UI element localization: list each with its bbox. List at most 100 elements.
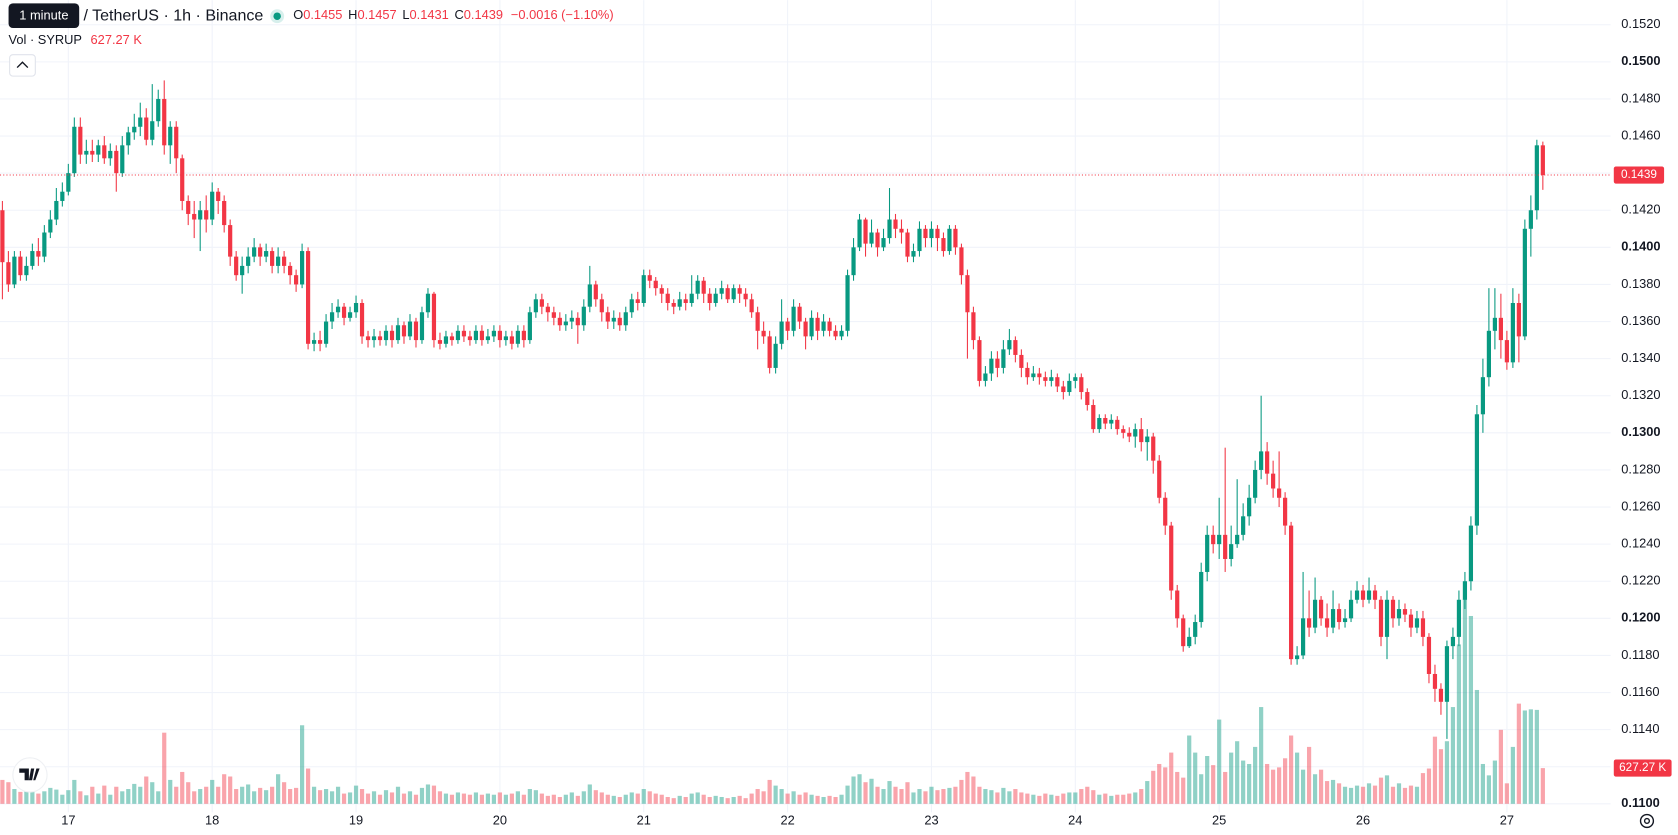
volume-bar [210, 779, 215, 804]
candle-body [323, 321, 329, 344]
chevron-up[interactable] [16, 61, 29, 69]
candle-body [545, 306, 550, 313]
candle-body [1127, 432, 1132, 437]
button-frame[interactable] [9, 54, 36, 77]
collapse-button[interactable] [9, 54, 36, 77]
candle-body [1289, 525, 1294, 660]
candle-body [1115, 419, 1120, 430]
volume-bar [60, 794, 65, 804]
volume-bar [521, 794, 526, 804]
x-tick-label: 20 [493, 812, 507, 827]
volume-bar [228, 776, 233, 804]
volume-bar [270, 786, 275, 804]
volume-bar [449, 794, 455, 804]
volume-bar [665, 796, 670, 804]
candle-body [785, 321, 790, 331]
volume-bar [395, 786, 401, 804]
volume-bar [138, 786, 143, 804]
volume-bar [1121, 794, 1126, 804]
candle-body [1067, 380, 1072, 393]
candle-body [1318, 599, 1324, 619]
volume-bar [72, 779, 77, 804]
y-tick-label: 0.1160 [1621, 684, 1659, 699]
candle-body [653, 280, 658, 289]
candle-body [24, 265, 29, 276]
volume-bar [1486, 775, 1492, 804]
candle-body [1408, 614, 1414, 628]
candle-body [1540, 145, 1545, 176]
candle-body [947, 228, 952, 252]
volume-bar [1420, 773, 1426, 804]
candle-body [329, 312, 335, 322]
volume-bar [1109, 795, 1114, 804]
candle-body [923, 228, 928, 239]
x-tick-label: 22 [780, 812, 794, 827]
candle-body [258, 247, 263, 257]
candle-body [623, 312, 628, 326]
volume-bar [731, 796, 736, 804]
candle-body [1025, 367, 1030, 378]
volume-bar [1241, 760, 1246, 804]
volume-bar [461, 793, 467, 804]
candle-body [252, 247, 257, 257]
candle-body [611, 317, 616, 322]
candle-body [419, 312, 425, 341]
candle-body [1366, 590, 1372, 600]
candle-body [1259, 451, 1264, 470]
candle-body [581, 306, 586, 326]
gear-outer[interactable] [1639, 813, 1655, 829]
volume-bar [479, 794, 485, 804]
candle-body [731, 288, 736, 300]
candle-body [1019, 354, 1024, 368]
candle-body [749, 299, 754, 313]
volume-bar [1390, 786, 1396, 804]
volume-bar [413, 794, 419, 804]
gear-inner[interactable] [1643, 817, 1651, 824]
volume-bar [1474, 689, 1480, 804]
volume-bar [485, 793, 491, 804]
volume-bar [833, 796, 838, 804]
volume-bar [743, 798, 748, 804]
candle-body [1049, 377, 1054, 381]
candle-body [299, 251, 305, 285]
settings-icon[interactable] [1639, 813, 1655, 829]
volume-bar [12, 789, 17, 804]
candle-body [1312, 599, 1318, 628]
volume-bar [30, 784, 35, 804]
volume-bar [168, 779, 173, 804]
y-tick-label: 0.1240 [1621, 536, 1660, 551]
candle-body [84, 150, 89, 155]
candle-body [1157, 460, 1162, 498]
volume-bar [401, 793, 407, 804]
price-label: 0.1439 [1621, 168, 1657, 181]
candle-body [635, 299, 640, 303]
volume-bar [1037, 795, 1042, 804]
candle-body [707, 293, 712, 303]
x-tick-label: 26 [1356, 812, 1370, 827]
candle-body [827, 321, 832, 331]
candle-body [90, 150, 95, 155]
volume-bar [887, 781, 892, 804]
candle-body [1055, 377, 1060, 387]
candle-body [228, 225, 233, 257]
candle-body [701, 280, 706, 294]
candle-body [461, 330, 467, 337]
tooltip: 1 minute [19, 8, 68, 23]
candle-body [527, 312, 532, 341]
tv-logo [12, 757, 48, 793]
volume-bar [144, 776, 149, 804]
candle-body [773, 343, 778, 368]
volume-bar [473, 792, 479, 804]
volume-bar [1480, 763, 1486, 804]
tooltip-box [8, 3, 80, 28]
candle-body [959, 247, 964, 276]
candle-body [1139, 429, 1144, 443]
candle-body [1450, 636, 1456, 647]
volume-bar [347, 792, 353, 804]
ohlc-label: C [455, 8, 464, 23]
candle-body [1247, 497, 1252, 517]
volume-bar [1013, 789, 1018, 804]
candle-body [198, 210, 203, 220]
volume-bar [1079, 789, 1084, 804]
